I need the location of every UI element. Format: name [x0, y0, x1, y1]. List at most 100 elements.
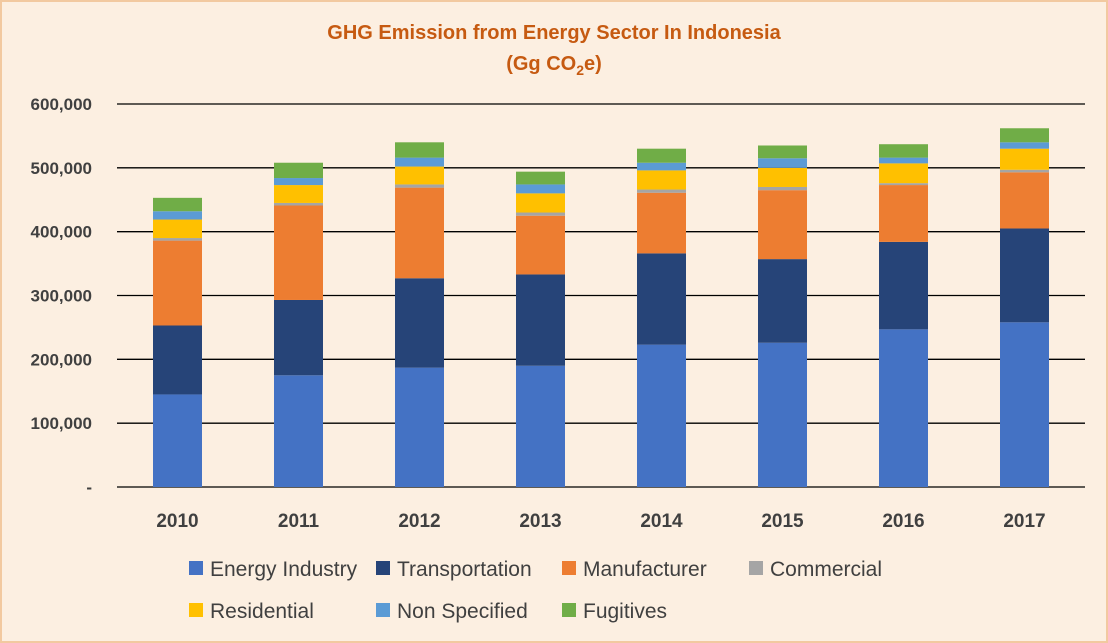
bar-segment: [274, 375, 323, 487]
bar-segment: [274, 162, 323, 179]
bar-segment: [1000, 172, 1049, 229]
bar-segment: [879, 185, 928, 242]
subtitle-subscript: 2: [576, 62, 584, 78]
x-tick-label: 2014: [640, 511, 683, 532]
bar-segment: [153, 211, 202, 220]
y-tick-label: 300,000: [31, 287, 92, 306]
bar-segment: [395, 142, 444, 158]
legend-item: Fugitives: [562, 600, 667, 623]
legend: Energy Industry Transportation Manufacture…: [189, 558, 882, 623]
bar-segment: [758, 145, 807, 159]
legend-swatch: [749, 561, 763, 575]
bar-segment: [637, 189, 686, 193]
chart-title: GHG Emission from Energy Sector In Indon…: [327, 22, 781, 44]
x-tick-label: 2013: [519, 511, 561, 532]
chart-subtitle: (Gg CO2e): [506, 53, 602, 78]
bar-segment: [758, 259, 807, 343]
y-tick-label: 200,000: [31, 350, 92, 369]
bar-segment: [758, 158, 807, 168]
x-tick-label: 2017: [1003, 511, 1045, 532]
legend-label: Non Specified: [397, 600, 528, 623]
bar-segment: [153, 197, 202, 212]
bar-segment: [274, 202, 323, 206]
y-tick-label: 100,000: [31, 414, 92, 433]
legend-swatch: [189, 561, 203, 575]
legend-item: Transportation: [376, 558, 532, 581]
bar-segment: [758, 190, 807, 260]
bar-segment: [395, 184, 444, 188]
subtitle-suffix: e): [584, 53, 602, 75]
legend-item: Energy Industry: [189, 558, 358, 581]
bar-segment: [516, 215, 565, 275]
bar-segment: [274, 178, 323, 186]
bar-segment: [758, 186, 807, 191]
bar-segment: [879, 157, 928, 164]
x-tick-label: 2011: [278, 511, 320, 532]
bar-segment: [516, 193, 565, 213]
bar-segment: [395, 166, 444, 185]
legend-label: Transportation: [397, 558, 532, 581]
bar-segment: [153, 219, 202, 239]
legend-swatch: [562, 603, 576, 617]
bar-segment: [879, 144, 928, 158]
bars: [153, 128, 1049, 487]
legend-label: Fugitives: [583, 600, 667, 623]
legend-item: Commercial: [749, 558, 882, 581]
bar-segment: [153, 238, 202, 241]
bar-segment: [1000, 169, 1049, 173]
bar-segment: [1000, 142, 1049, 149]
bar-segment: [274, 299, 323, 376]
x-tick-label: 2016: [882, 511, 924, 532]
bar-segment: [153, 240, 202, 326]
bar-segment: [395, 278, 444, 368]
bar-segment: [395, 187, 444, 279]
bar-segment: [1000, 322, 1049, 487]
legend-item: Non Specified: [376, 600, 528, 623]
bar-segment: [637, 253, 686, 345]
subtitle-prefix: (Gg CO: [506, 53, 576, 75]
gridlines: [117, 103, 1085, 488]
bar-segment: [395, 367, 444, 487]
bar-segment: [637, 344, 686, 487]
legend-swatch: [562, 561, 576, 575]
legend-label: Energy Industry: [210, 558, 358, 581]
bar-segment: [637, 170, 686, 190]
y-tick-label: 500,000: [31, 159, 92, 178]
x-tick-label: 2012: [398, 511, 440, 532]
y-tick-label: 400,000: [31, 223, 92, 242]
legend-item: Residential: [189, 600, 314, 623]
y-tick-label: -: [86, 478, 92, 497]
bar-segment: [1000, 228, 1049, 323]
y-axis: - 100,000 200,000 300,000 400,000 500,000 600,…: [31, 95, 92, 497]
bar-segment: [516, 171, 565, 185]
bar-segment: [274, 185, 323, 203]
bar-segment: [395, 157, 444, 167]
bar-segment: [879, 329, 928, 487]
legend-swatch: [376, 561, 390, 575]
x-tick-label: 2010: [156, 511, 198, 532]
x-tick-label: 2015: [761, 511, 804, 532]
legend-label: Residential: [210, 600, 314, 623]
bar-segment: [1000, 128, 1049, 143]
bar-segment: [637, 162, 686, 171]
bar-segment: [637, 148, 686, 163]
bar-segment: [516, 184, 565, 194]
bar-segment: [879, 163, 928, 184]
y-tick-label: 600,000: [31, 95, 92, 114]
bar-segment: [153, 394, 202, 487]
legend-label: Manufacturer: [583, 558, 707, 581]
bar-segment: [274, 205, 323, 300]
bar-segment: [758, 342, 807, 487]
bar-segment: [516, 274, 565, 366]
legend-swatch: [189, 603, 203, 617]
bar-segment: [879, 241, 928, 330]
bar-segment: [758, 167, 807, 187]
x-axis: 2010 2011 2012 2013 2014 2015 2016 2017: [156, 511, 1045, 532]
bar-segment: [153, 325, 202, 395]
legend-swatch: [376, 603, 390, 617]
legend-label: Commercial: [770, 558, 882, 581]
bar-segment: [1000, 148, 1049, 170]
legend-item: Manufacturer: [562, 558, 707, 581]
bar-segment: [516, 365, 565, 487]
